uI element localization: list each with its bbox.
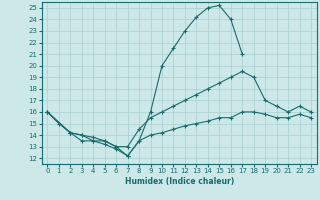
X-axis label: Humidex (Indice chaleur): Humidex (Indice chaleur): [124, 177, 234, 186]
